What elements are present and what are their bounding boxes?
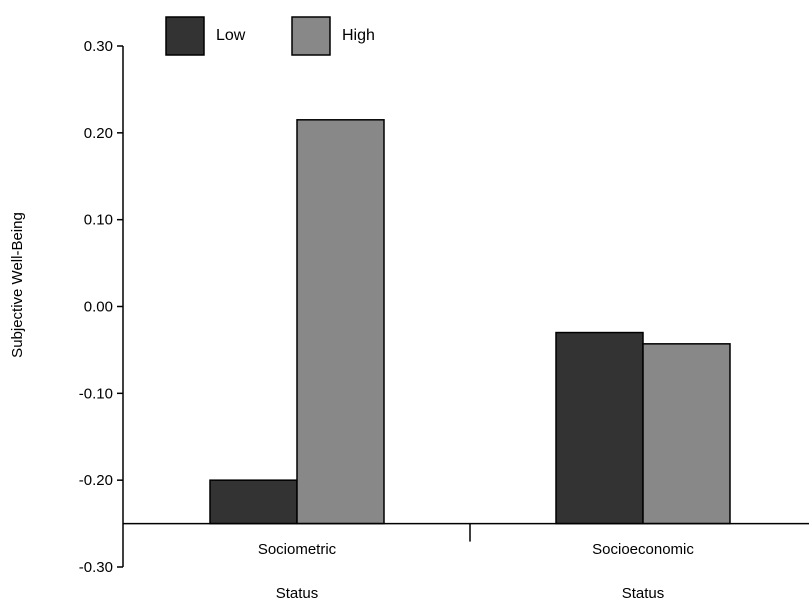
y-axis: 0.30 0.20 0.10 0.00 -0.10 -0.20 -0.30 (79, 38, 124, 576)
y-tick-label: 0.00 (84, 299, 113, 316)
y-tick-label: 0.20 (84, 125, 113, 142)
legend-swatch-low (165, 16, 205, 56)
x-axis: Sociometric Status Socioeconomic Status (123, 522, 809, 601)
x-category-label-line2: Status (622, 585, 665, 601)
legend: Low High (165, 16, 375, 56)
legend-label-low: Low (216, 27, 246, 44)
x-category-label: Socioeconomic (592, 541, 694, 558)
y-tick-label: -0.10 (79, 385, 113, 402)
x-category-label: Sociometric (258, 541, 337, 558)
legend-label-high: High (342, 27, 375, 44)
bar-high (642, 343, 731, 525)
legend-swatch-high (291, 16, 331, 56)
y-axis-title: Subjective Well-Being (9, 212, 26, 358)
y-tick-label: 0.30 (84, 38, 113, 55)
bars (209, 119, 731, 525)
bar-low (555, 331, 644, 525)
y-tick-label: -0.30 (79, 559, 113, 576)
bar-high (296, 119, 385, 525)
bar-low (209, 479, 298, 525)
y-tick-label: -0.20 (79, 472, 113, 489)
y-tick-label: 0.10 (84, 212, 113, 229)
x-category-label-line2: Status (276, 585, 319, 601)
